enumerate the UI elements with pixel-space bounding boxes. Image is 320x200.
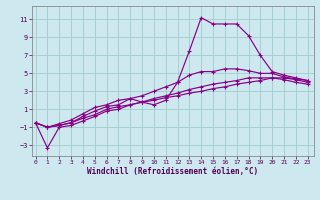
X-axis label: Windchill (Refroidissement éolien,°C): Windchill (Refroidissement éolien,°C)	[87, 167, 258, 176]
